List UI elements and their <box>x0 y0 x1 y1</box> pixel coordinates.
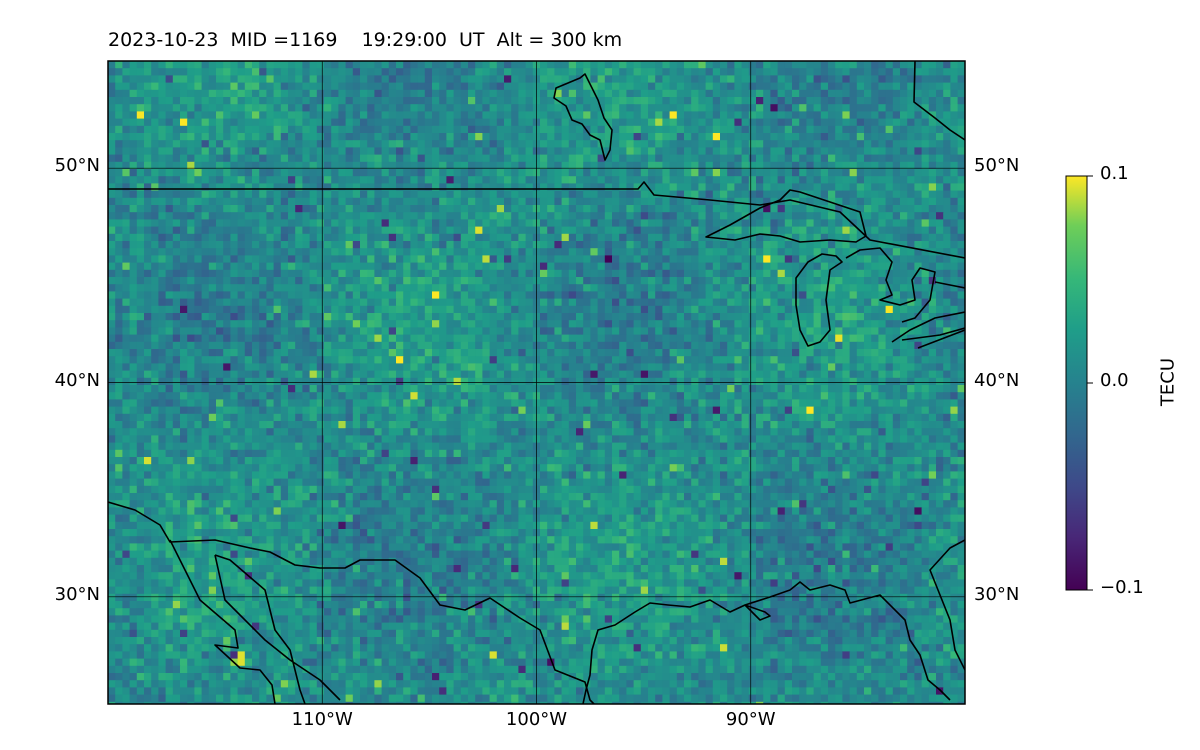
lat-label-right: 30°N <box>974 583 1020 605</box>
lake-superior-shoreline <box>705 189 867 243</box>
colorbar <box>1065 175 1088 591</box>
hudson-bay-east-coastline <box>913 61 965 141</box>
colorbar-label: TECU <box>1157 357 1179 407</box>
hudson-bay-coastline <box>553 73 613 161</box>
lake-erie-ontario-shoreline <box>891 281 965 349</box>
lake-huron-shoreline <box>845 247 936 323</box>
mexico-border-and-gulf-coastline <box>108 501 595 704</box>
gulf-of-california-coastline <box>214 554 341 704</box>
colorbar-tick-label: 0.1 <box>1100 163 1129 184</box>
map-title: 2023-10-23 MID =1169 19:29:00 UT Alt = 3… <box>108 29 623 51</box>
lat-label-right: 40°N <box>974 369 1020 391</box>
lat-label-left: 30°N <box>54 583 100 605</box>
colorbar-tick-label: 0.0 <box>1100 370 1129 391</box>
colorbar-ticks <box>1087 175 1093 591</box>
lat-label-left: 40°N <box>54 369 100 391</box>
map-frame <box>107 60 966 705</box>
lat-label-left: 50°N <box>54 155 100 177</box>
lat-label-right: 50°N <box>974 155 1020 177</box>
gulf-coast-east <box>582 581 951 704</box>
florida-coastline <box>929 539 965 671</box>
baja-california-coastline <box>169 539 276 704</box>
lake-michigan-shoreline <box>795 253 843 347</box>
map-gridlines <box>108 61 965 704</box>
lon-label: 110°W <box>291 709 353 730</box>
us-canada-border <box>108 181 965 259</box>
lon-label: 90°W <box>725 709 776 730</box>
lon-label: 100°W <box>505 709 568 730</box>
colorbar-tick-label: −0.1 <box>1100 577 1144 598</box>
tec-heatmap <box>108 61 965 704</box>
